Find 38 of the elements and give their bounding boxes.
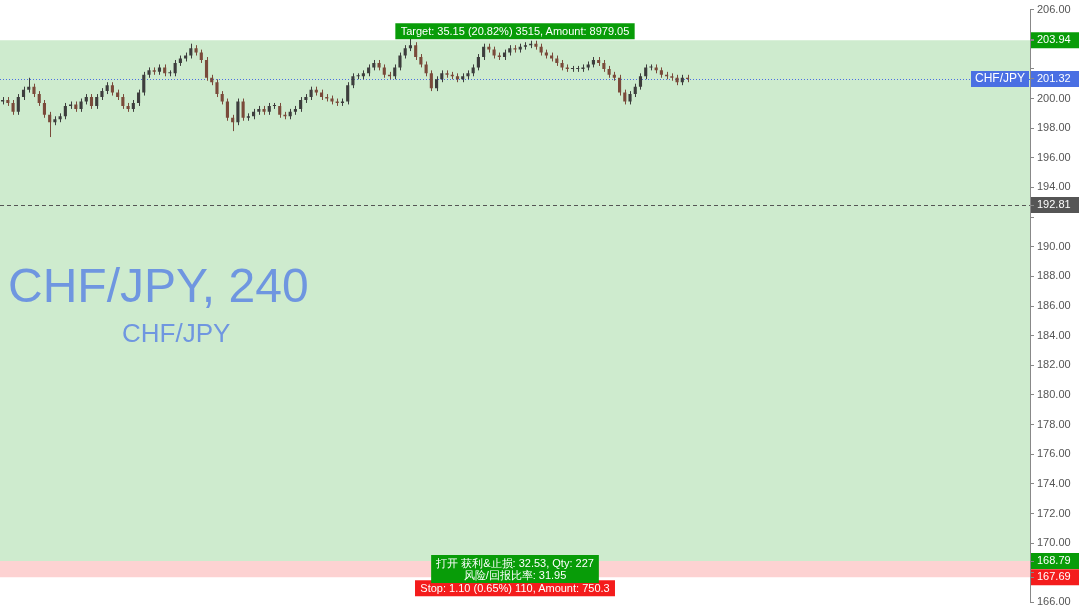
y-tick-label: 203.94 <box>1037 33 1071 46</box>
candlestick <box>429 69 433 92</box>
candlestick <box>225 98 230 122</box>
candlestick <box>236 98 240 126</box>
y-tick-label: 178.00 <box>1037 417 1071 430</box>
y-tick-label: 170.00 <box>1037 536 1071 549</box>
annotation: 打开 获利&止损: 32.53, Qty: 227 风险/回报比率: 31.95 <box>435 556 594 581</box>
y-tick-label: 180.00 <box>1037 387 1071 400</box>
y-tick-label: 168.79 <box>1037 554 1071 567</box>
candlestick <box>142 71 146 97</box>
text: CHF/JPY <box>122 318 231 349</box>
y-tick-label: 166.00 <box>1037 595 1071 608</box>
y-tick-label: 194.00 <box>1037 180 1071 193</box>
candlestick <box>16 93 20 116</box>
y-tick-label: 174.00 <box>1037 476 1071 489</box>
band-label: Target: 35.15 (20.82%) 3515, Amount: 8979.05 <box>400 24 630 37</box>
candlestick <box>618 74 622 97</box>
candlestick <box>48 111 52 138</box>
y-tick-label: 198.00 <box>1037 121 1071 134</box>
y-tick-label: 167.69 <box>1037 570 1071 583</box>
y-tick-label: 192.81 <box>1037 198 1071 211</box>
y-tick-label: 176.00 <box>1037 447 1071 460</box>
y-tick-label: 188.00 <box>1037 269 1071 282</box>
y-tick-label: 206.00 <box>1037 2 1071 15</box>
text: CHF/JPY, 240 <box>8 258 309 313</box>
y-tick-label: 201.32 <box>1037 71 1071 84</box>
candlestick <box>346 81 350 105</box>
y-tick-label: 200.00 <box>1037 91 1071 104</box>
y-tick-label: 172.00 <box>1037 506 1071 519</box>
ref-line-label: CHF/JPY <box>975 71 1026 86</box>
y-tick-label: 190.00 <box>1037 239 1071 252</box>
y-tick-label: 186.00 <box>1037 299 1071 312</box>
y-tick-label: 182.00 <box>1037 358 1071 371</box>
candlestick <box>241 98 245 122</box>
band-label: Stop: 1.10 (0.65%) 110, Amount: 750.3 <box>420 581 610 594</box>
candlestick <box>204 56 209 82</box>
y-tick-label: 184.00 <box>1037 328 1071 341</box>
y-tick-label: 196.00 <box>1037 150 1071 163</box>
